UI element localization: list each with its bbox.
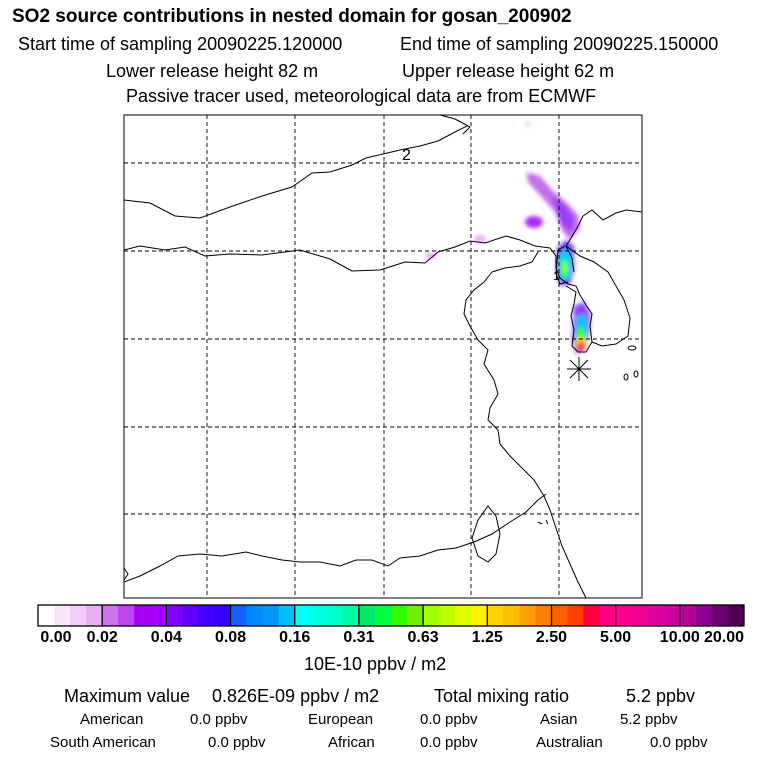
total-mixing-ratio-label: Total mixing ratio [434,686,570,706]
colorbar-swatch [358,605,376,626]
colorbar-swatch [118,605,135,626]
concentration-plume [425,121,590,354]
coastline [124,115,642,598]
colorbar-tick-label: 0.31 [343,629,375,646]
colorbar-swatch [679,605,697,626]
colorbar-swatch [663,605,681,626]
colorbar-swatch [439,605,456,626]
lat-lon-grid [124,115,642,598]
colorbar-tick-label: 5.00 [600,629,632,646]
colorbar-swatch [487,605,504,626]
lower-release-height: Lower release height 82 m [106,61,319,81]
region-value-european: 0.0 ppbv [420,711,478,728]
colorbar-swatch [230,605,248,626]
receptor-star-icon [567,357,591,381]
plot-title: SO2 source contributions in nested domai… [12,6,572,27]
colorbar-swatch [38,605,55,626]
region-name-asian: Asian [540,711,578,728]
tracer-info: Passive tracer used, meteorological data… [126,86,597,106]
colorbar-swatch [567,605,585,626]
colorbar-frame [37,604,745,627]
colorbar-swatch [342,605,360,626]
colorbar-tick-label: 0.08 [214,629,247,646]
colorbar-swatch [599,605,617,626]
region-value-african: 0.0 ppbv [420,734,478,751]
max-value-label: Maximum value [64,686,191,706]
colorbar-swatch [214,605,232,626]
colorbar-swatch [407,605,424,626]
contour-label-2: 2 [402,147,411,164]
region-name-australian: Australian [536,734,603,751]
colorbar-swatch [711,605,729,626]
colorbar-swatch [535,605,552,626]
region-name-south-american: South American [50,734,156,751]
colorbar-tick-label: 0.00 [40,629,72,646]
colorbar-tick-label: 0.63 [407,629,439,646]
colorbar-swatch [631,605,649,626]
colorbar-swatch [727,605,745,626]
colorbar-swatch [551,605,568,626]
colorbar-swatch [246,605,264,626]
colorbar-swatch [310,605,328,626]
end-time-label: End time of sampling 20090225.150000 [400,34,719,54]
contour-line [555,245,569,285]
colorbar-swatch [166,605,183,626]
region-name-european: European [308,711,374,728]
colorbar-swatch [294,605,312,626]
colorbar-swatch [503,605,520,626]
colorbar-swatch [54,605,71,626]
total-mixing-ratio-value: 5.2 ppbv [626,686,696,706]
colorbar-swatch [198,605,215,626]
region-value-american: 0.0 ppbv [190,711,248,728]
colorbar-tick-label: 0.16 [279,629,311,646]
max-value: 0.826E-09 ppbv / m2 [212,686,380,706]
colorbar-swatch [102,605,119,626]
colorbar-swatch [471,605,488,626]
colorbar-swatch [86,605,103,626]
colorbar-swatch [374,605,392,626]
colorbar-swatch [615,605,633,626]
colorbar-unit: 10E-10 ppbv / m2 [304,654,447,674]
colorbar-tick-label: 10.00 [659,629,700,646]
colorbar-swatch [150,605,167,626]
region-value-south-american: 0.0 ppbv [208,734,266,751]
colorbar-swatch [391,605,408,626]
upper-release-height: Upper release height 62 m [402,61,615,81]
colorbar-swatch [647,605,665,626]
colorbar-swatch [519,605,536,626]
colorbar-swatch [423,605,440,626]
colorbar-tick-label: 0.04 [150,629,182,646]
colorbar-swatch [182,605,199,626]
region-value-asian: 5.2 ppbv [620,711,678,728]
colorbar-tick-label: 0.02 [86,629,118,646]
colorbar-tick-label: 1.25 [471,629,503,646]
map-frame [123,114,643,599]
colorbar-swatch [70,605,87,626]
colorbar-tick-label: 20.00 [703,629,745,646]
region-value-australian: 0.0 ppbv [650,734,708,751]
start-time-label: Start time of sampling 20090225.120000 [18,34,343,54]
colorbar-swatch [695,605,713,626]
region-name-american: American [80,711,144,728]
colorbar-swatch [262,605,280,626]
colorbar-tick-label: 2.50 [535,629,568,646]
colorbar-swatch [134,605,151,626]
region-name-african: African [328,734,375,751]
colorbar-swatch [326,605,344,626]
colorbar-swatch [278,605,296,626]
colorbar-swatch [583,605,601,626]
contour-label-1: 1 [553,269,560,283]
colorbar-swatch [455,605,472,626]
